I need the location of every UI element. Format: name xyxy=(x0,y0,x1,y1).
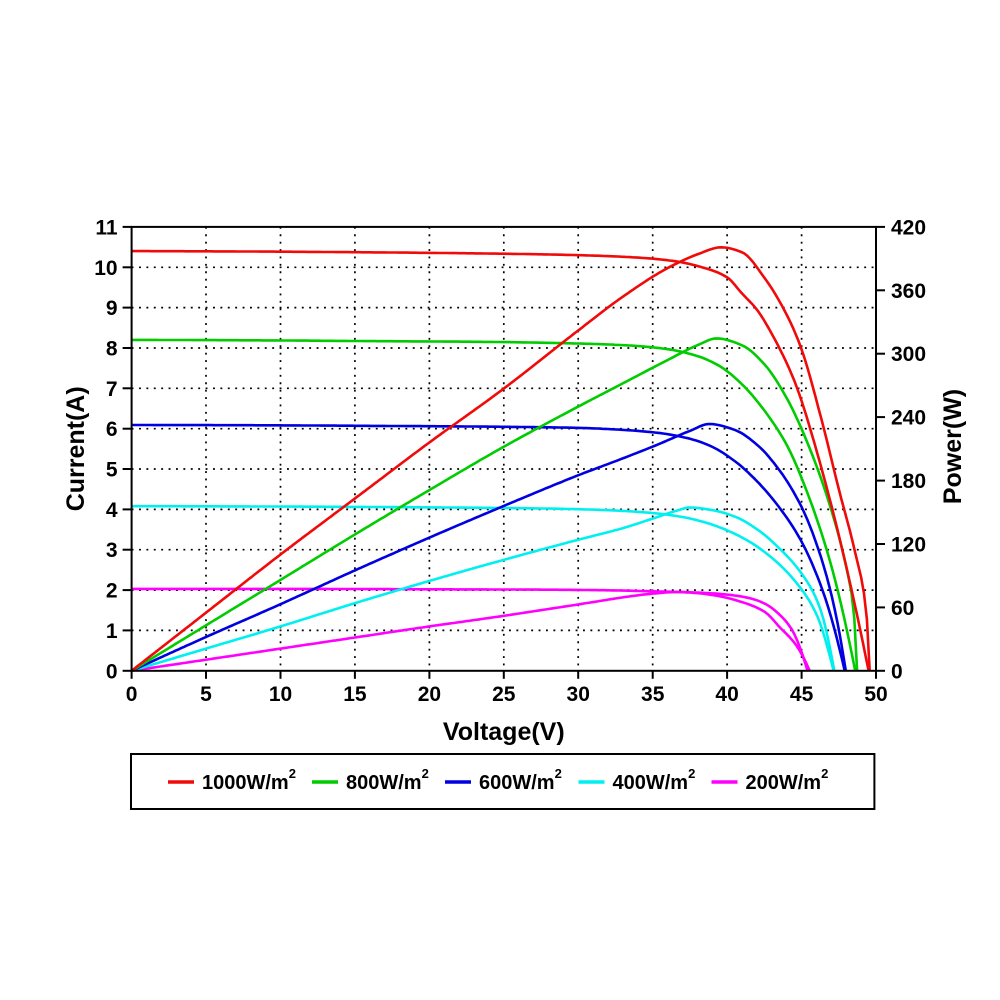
svg-text:420: 420 xyxy=(891,216,926,239)
svg-text:Voltage(V): Voltage(V) xyxy=(443,718,565,746)
svg-text:1: 1 xyxy=(106,620,118,643)
svg-text:Power(W): Power(W) xyxy=(939,389,967,504)
svg-text:15: 15 xyxy=(343,683,367,706)
svg-text:9: 9 xyxy=(106,297,118,320)
svg-text:Current(A): Current(A) xyxy=(62,386,90,511)
svg-text:45: 45 xyxy=(790,683,814,706)
svg-text:10: 10 xyxy=(269,683,292,706)
svg-text:6: 6 xyxy=(106,418,118,441)
svg-text:0: 0 xyxy=(126,683,138,706)
svg-text:3: 3 xyxy=(106,539,118,562)
svg-text:360: 360 xyxy=(891,280,926,303)
svg-text:120: 120 xyxy=(891,534,926,557)
svg-text:35: 35 xyxy=(641,683,665,706)
svg-text:25: 25 xyxy=(492,683,516,706)
svg-text:20: 20 xyxy=(418,683,441,706)
svg-text:4: 4 xyxy=(106,499,118,522)
svg-text:60: 60 xyxy=(891,597,914,620)
svg-text:30: 30 xyxy=(567,683,590,706)
svg-text:40: 40 xyxy=(715,683,738,706)
svg-text:50: 50 xyxy=(864,683,887,706)
svg-text:5: 5 xyxy=(200,683,212,706)
svg-text:300: 300 xyxy=(891,343,926,366)
svg-text:11: 11 xyxy=(95,216,118,239)
svg-text:180: 180 xyxy=(891,470,926,493)
svg-text:0: 0 xyxy=(891,660,903,683)
svg-text:7: 7 xyxy=(106,378,118,401)
svg-text:2: 2 xyxy=(106,580,118,603)
svg-text:5: 5 xyxy=(106,459,118,482)
svg-text:0: 0 xyxy=(106,660,118,683)
svg-text:240: 240 xyxy=(891,407,926,430)
svg-text:10: 10 xyxy=(94,257,117,280)
svg-text:8: 8 xyxy=(106,338,118,361)
